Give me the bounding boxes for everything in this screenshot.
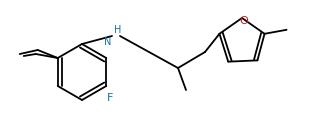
Text: H: H	[114, 25, 121, 35]
Text: N: N	[104, 37, 111, 47]
Text: F: F	[107, 93, 113, 103]
Text: O: O	[240, 16, 248, 26]
